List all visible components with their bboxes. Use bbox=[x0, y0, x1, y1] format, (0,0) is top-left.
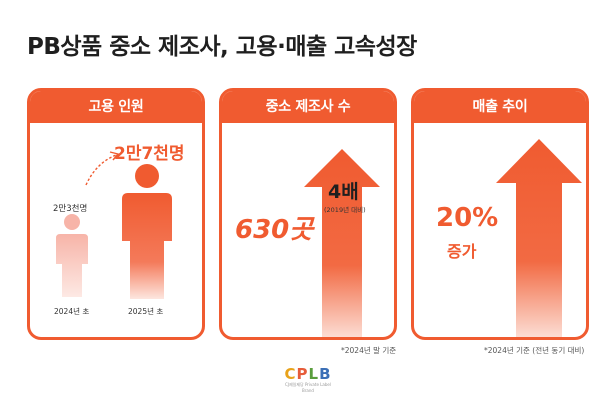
growth-curve-arrow-icon bbox=[85, 151, 120, 186]
employment-card: 고용 인원 2만7천명 2만3천명 2024년 초 2025년 초 bbox=[27, 88, 205, 340]
employment-label-after: 2025년 초 bbox=[128, 307, 164, 316]
logo-letter-l: L bbox=[308, 365, 320, 383]
manufacturers-multiplier: 4배 bbox=[328, 181, 359, 203]
logo-letters: CPLB bbox=[283, 367, 333, 382]
logo-letter-c: C bbox=[284, 365, 297, 383]
up-arrow-icon bbox=[304, 149, 380, 337]
cplb-logo: CPLB CJ제일제당 Private Label Brand bbox=[283, 367, 333, 397]
logo-subtitle: CJ제일제당 Private Label Brand bbox=[285, 382, 331, 393]
manufacturers-card-header: 중소 제조사 수 bbox=[222, 91, 394, 123]
manufacturers-footnote: *2024년 말 기준 bbox=[341, 346, 397, 355]
employment-value-after: 2만7천명 bbox=[114, 144, 185, 164]
manufacturers-card: 중소 제조사 수 4배 (2019년 대비) 630곳 bbox=[219, 88, 397, 340]
sales-value-suffix: 증가 bbox=[447, 242, 477, 261]
logo-letter-p: P bbox=[296, 365, 309, 383]
employment-label-before: 2024년 초 bbox=[54, 307, 90, 316]
sales-footnote: *2024년 기준 (전년 동기 대비) bbox=[484, 346, 585, 355]
employment-card-header: 고용 인원 bbox=[30, 91, 202, 123]
up-arrow-icon bbox=[496, 139, 582, 337]
sales-value: 20% bbox=[436, 203, 499, 233]
logo-letter-b: B bbox=[319, 365, 332, 383]
manufacturers-multiplier-note: (2019년 대비) bbox=[324, 206, 366, 214]
person-small-icon bbox=[56, 214, 88, 297]
person-large-icon bbox=[122, 164, 172, 299]
employment-value-before: 2만3천명 bbox=[53, 204, 88, 214]
sales-card: 매출 추이 20% 증가 bbox=[411, 88, 589, 340]
sales-card-header: 매출 추이 bbox=[414, 91, 586, 123]
page-title: PB상품 중소 제조사, 고용·매출 고속성장 bbox=[27, 34, 417, 60]
manufacturers-value: 630곳 bbox=[235, 215, 314, 245]
